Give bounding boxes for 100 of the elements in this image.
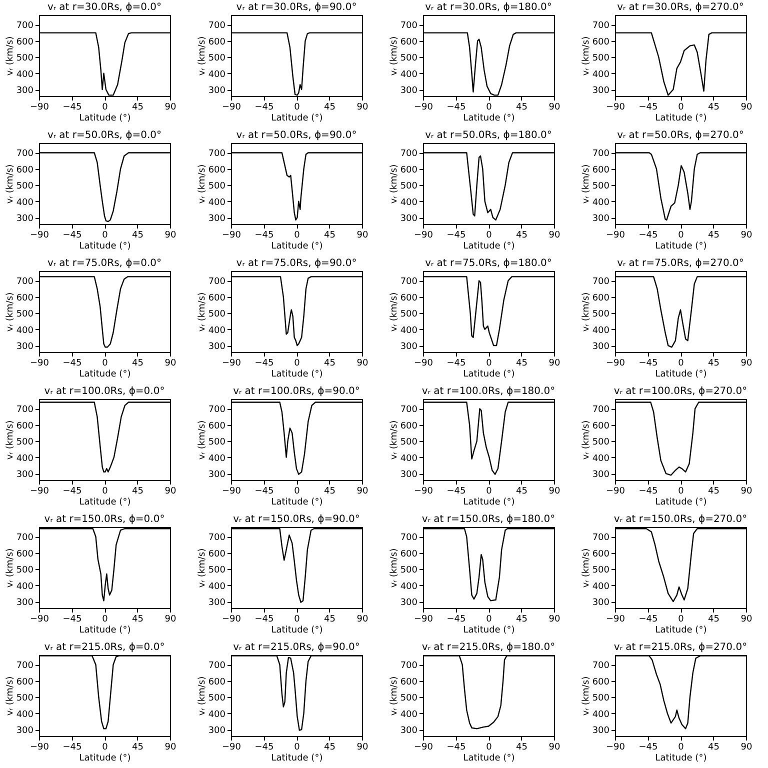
y-axis-title: vᵣ (km/s) bbox=[5, 164, 16, 204]
y-tick-label: 700 bbox=[400, 149, 418, 160]
x-tick-label: 90 bbox=[356, 102, 368, 112]
y-tick-label: 700 bbox=[208, 533, 226, 544]
x-tick-label: 90 bbox=[740, 230, 752, 240]
y-tick-label: 600 bbox=[208, 549, 226, 560]
y-tick-label: 600 bbox=[400, 421, 418, 432]
x-tick-label: 0 bbox=[294, 742, 300, 752]
x-tick-label: 45 bbox=[132, 486, 144, 496]
x-tick-label: 0 bbox=[294, 358, 300, 368]
x-axis-title: Latitude (°) bbox=[79, 626, 131, 636]
y-tick-label: 600 bbox=[592, 165, 610, 176]
x-tick-label: −90 bbox=[222, 230, 242, 240]
x-tick-label: 0 bbox=[294, 614, 300, 624]
x-tick-label: 90 bbox=[548, 742, 560, 752]
y-tick-label: 300 bbox=[592, 470, 610, 480]
x-tick-label: 90 bbox=[740, 102, 752, 112]
y-tick-label: 700 bbox=[16, 277, 34, 288]
y-tick-label: 300 bbox=[208, 726, 226, 736]
chart-title: vᵣ at r=100.0Rs, ϕ=180.0° bbox=[422, 386, 556, 397]
y-axis-title: vᵣ (km/s) bbox=[197, 548, 208, 588]
y-tick-label: 700 bbox=[208, 21, 226, 32]
y-tick-label: 700 bbox=[16, 533, 34, 544]
y-tick-label: 700 bbox=[400, 533, 418, 544]
y-tick-label: 400 bbox=[16, 326, 34, 336]
y-tick-label: 500 bbox=[592, 566, 610, 576]
chart-title: vᵣ at r=215.0Rs, ϕ=270.0° bbox=[614, 642, 748, 653]
y-tick-label: 500 bbox=[592, 54, 610, 64]
y-tick-label: 300 bbox=[16, 214, 34, 224]
x-axis-title: Latitude (°) bbox=[463, 626, 515, 636]
y-tick-label: 400 bbox=[208, 198, 226, 208]
y-tick-label: 700 bbox=[208, 149, 226, 160]
x-tick-label: 45 bbox=[708, 486, 720, 496]
x-axis-title: Latitude (°) bbox=[655, 498, 707, 508]
y-axis-title: vᵣ (km/s) bbox=[389, 548, 400, 588]
x-tick-label: −45 bbox=[446, 102, 466, 112]
y-tick-label: 600 bbox=[208, 165, 226, 176]
x-tick-label: 45 bbox=[324, 742, 336, 752]
x-axis-title: Latitude (°) bbox=[463, 754, 515, 764]
y-tick-label: 500 bbox=[16, 566, 34, 576]
y-tick-label: 400 bbox=[400, 326, 418, 336]
x-tick-label: 90 bbox=[740, 742, 752, 752]
x-tick-label: 45 bbox=[516, 230, 528, 240]
y-tick-label: 500 bbox=[208, 182, 226, 192]
y-axis-title: vᵣ (km/s) bbox=[581, 676, 592, 716]
x-axis-title: Latitude (°) bbox=[79, 114, 131, 124]
y-tick-label: 400 bbox=[400, 70, 418, 80]
y-axis-title: vᵣ (km/s) bbox=[5, 36, 16, 76]
y-tick-label: 700 bbox=[592, 277, 610, 288]
y-tick-label: 300 bbox=[16, 598, 34, 608]
y-tick-label: 500 bbox=[16, 438, 34, 448]
x-tick-label: 0 bbox=[486, 358, 492, 368]
x-tick-label: −45 bbox=[254, 614, 274, 624]
y-tick-label: 300 bbox=[208, 214, 226, 224]
y-tick-label: 300 bbox=[16, 86, 34, 96]
x-axis-title: Latitude (°) bbox=[271, 626, 323, 636]
x-tick-label: 90 bbox=[164, 486, 176, 496]
x-tick-label: −45 bbox=[62, 614, 82, 624]
x-tick-label: 90 bbox=[548, 102, 560, 112]
x-tick-label: 90 bbox=[164, 230, 176, 240]
x-tick-label: −90 bbox=[414, 102, 434, 112]
y-tick-label: 600 bbox=[16, 421, 34, 432]
x-tick-label: 90 bbox=[356, 742, 368, 752]
y-tick-label: 500 bbox=[400, 310, 418, 320]
x-tick-label: −45 bbox=[62, 358, 82, 368]
y-tick-label: 300 bbox=[400, 342, 418, 352]
y-tick-label: 400 bbox=[592, 326, 610, 336]
x-tick-label: −90 bbox=[606, 230, 626, 240]
x-tick-label: 0 bbox=[102, 358, 108, 368]
y-tick-label: 700 bbox=[400, 405, 418, 416]
x-tick-label: 0 bbox=[294, 230, 300, 240]
x-tick-label: 45 bbox=[516, 742, 528, 752]
x-axis-title: Latitude (°) bbox=[655, 242, 707, 252]
x-tick-label: 90 bbox=[548, 486, 560, 496]
chart-title: vᵣ at r=50.0Rs, ϕ=0.0° bbox=[47, 130, 162, 141]
y-tick-label: 400 bbox=[400, 198, 418, 208]
y-tick-label: 300 bbox=[592, 598, 610, 608]
x-tick-label: −90 bbox=[414, 486, 434, 496]
y-tick-label: 600 bbox=[592, 421, 610, 432]
x-tick-label: −45 bbox=[254, 742, 274, 752]
y-axis-title: vᵣ (km/s) bbox=[5, 548, 16, 588]
y-axis-title: vᵣ (km/s) bbox=[581, 164, 592, 204]
y-tick-label: 600 bbox=[16, 677, 34, 688]
y-axis-title: vᵣ (km/s) bbox=[197, 420, 208, 460]
y-tick-label: 600 bbox=[400, 677, 418, 688]
x-axis-title: Latitude (°) bbox=[271, 498, 323, 508]
y-tick-label: 600 bbox=[16, 293, 34, 304]
y-tick-label: 400 bbox=[400, 710, 418, 720]
y-tick-label: 400 bbox=[208, 70, 226, 80]
x-tick-label: 90 bbox=[740, 486, 752, 496]
x-tick-label: −90 bbox=[30, 742, 50, 752]
x-axis-title: Latitude (°) bbox=[463, 370, 515, 380]
y-tick-label: 400 bbox=[16, 582, 34, 592]
y-axis-title: vᵣ (km/s) bbox=[5, 676, 16, 716]
y-tick-label: 500 bbox=[208, 310, 226, 320]
y-tick-label: 500 bbox=[16, 694, 34, 704]
x-tick-label: 90 bbox=[164, 102, 176, 112]
x-axis-title: Latitude (°) bbox=[271, 242, 323, 252]
x-axis-title: Latitude (°) bbox=[655, 626, 707, 636]
y-tick-label: 500 bbox=[208, 54, 226, 64]
